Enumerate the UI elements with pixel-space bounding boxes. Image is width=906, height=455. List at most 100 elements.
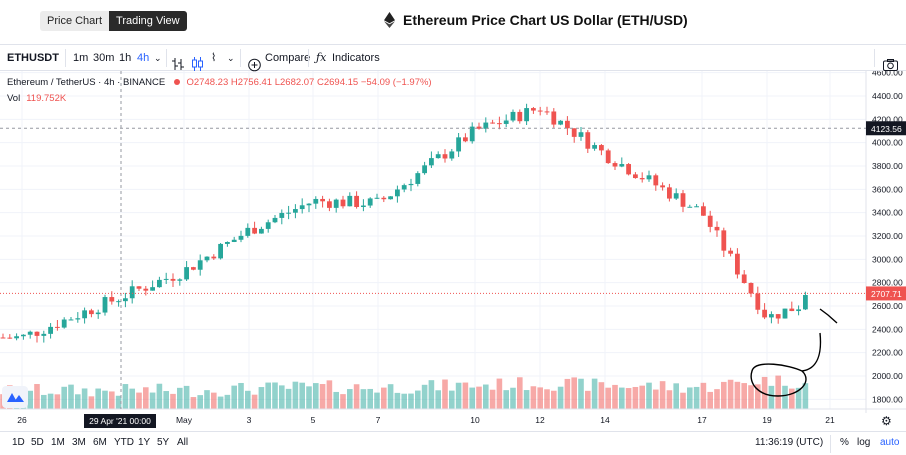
tradingview-logo-badge[interactable] bbox=[2, 386, 28, 408]
volume-bar bbox=[517, 377, 523, 409]
candle-body bbox=[354, 195, 359, 207]
candle-style-icon[interactable] bbox=[191, 51, 204, 77]
volume-bar bbox=[54, 394, 61, 409]
volume-bar bbox=[41, 394, 47, 409]
volume-bar bbox=[605, 387, 611, 409]
tab-trading-view[interactable]: Trading View bbox=[109, 11, 187, 31]
volume-bar bbox=[442, 379, 448, 409]
range-1m[interactable]: 1M bbox=[51, 437, 65, 448]
chart-mode-switch: Price Chart Trading View bbox=[40, 11, 187, 31]
volume-bar bbox=[204, 390, 210, 409]
volume-bar bbox=[700, 382, 707, 409]
price-tick-label: 2200.00 bbox=[872, 348, 903, 358]
candle-body bbox=[585, 132, 591, 149]
candle-body bbox=[163, 278, 169, 280]
auto-toggle[interactable]: auto bbox=[880, 437, 900, 448]
candle-body bbox=[612, 163, 618, 167]
volume-bar bbox=[190, 397, 197, 409]
volume-bar bbox=[421, 384, 428, 409]
range-1d[interactable]: 1D bbox=[12, 437, 25, 448]
range-1y[interactable]: 1Y bbox=[138, 437, 151, 448]
time-tick-label: 3 bbox=[247, 415, 252, 425]
volume-bar bbox=[143, 387, 149, 409]
price-chart[interactable]: 4600.00 4400.00 4200.00 4000.00 3800.00 3600.… bbox=[0, 68, 906, 431]
volume-bar bbox=[408, 393, 414, 409]
candle-body bbox=[340, 199, 346, 207]
candle-body bbox=[102, 297, 108, 313]
crosshair-time-label: 29 Apr '21 00:00 bbox=[89, 416, 151, 426]
time-tick-label: 7 bbox=[376, 415, 381, 425]
candle-body bbox=[34, 331, 40, 336]
tradingview-logo-icon bbox=[7, 393, 24, 402]
volume-bar bbox=[381, 387, 387, 409]
tab-price-chart[interactable]: Price Chart bbox=[40, 11, 110, 31]
volume-bar bbox=[115, 395, 122, 409]
area-style-icon[interactable]: ⌇ bbox=[211, 52, 217, 64]
compare-button[interactable]: Compare bbox=[265, 52, 311, 64]
page-header: Price Chart Trading View Ethereum Price … bbox=[0, 0, 906, 40]
volume-bar bbox=[462, 382, 469, 409]
symbol-search-button[interactable]: ETHUSDT bbox=[7, 52, 59, 64]
interval-4h[interactable]: 4h bbox=[137, 52, 150, 64]
range-5y[interactable]: 5Y bbox=[157, 437, 170, 448]
price-tick-label: 3200.00 bbox=[872, 231, 903, 241]
range-5d[interactable]: 5D bbox=[31, 437, 44, 448]
volume-bar bbox=[374, 392, 380, 409]
volume-bar bbox=[177, 387, 183, 409]
candle-body bbox=[279, 212, 285, 218]
candle-body bbox=[388, 196, 393, 200]
volume-bar bbox=[197, 395, 203, 409]
volume-bar bbox=[564, 378, 571, 409]
crosshair-time-label-bg bbox=[84, 414, 156, 428]
volume-bar bbox=[714, 389, 720, 409]
candle-body bbox=[667, 187, 672, 199]
bar-style-icon[interactable] bbox=[172, 51, 184, 77]
interval-1h[interactable]: 1h bbox=[119, 52, 132, 64]
range-6m[interactable]: 6M bbox=[93, 437, 107, 448]
range-all[interactable]: All bbox=[177, 437, 189, 448]
candle-body bbox=[687, 206, 693, 208]
chevron-down-icon[interactable]: ⌄ bbox=[154, 53, 162, 63]
volume-bar bbox=[265, 382, 271, 409]
candle-body bbox=[157, 279, 162, 288]
interval-30m[interactable]: 30m bbox=[93, 52, 115, 64]
volume-bar bbox=[360, 389, 367, 409]
volume-bar bbox=[687, 387, 693, 409]
utc-clock[interactable]: 11:36:19 (UTC) bbox=[755, 437, 824, 448]
interval-1m[interactable]: 1m bbox=[73, 52, 89, 64]
volume-bar bbox=[34, 384, 40, 409]
volume-bar bbox=[496, 378, 503, 409]
fx-icon[interactable]: ƒx bbox=[316, 51, 327, 64]
plus-circle-icon[interactable] bbox=[248, 52, 261, 78]
volume-bar bbox=[693, 386, 700, 409]
toolbar-divider bbox=[308, 49, 309, 67]
volume-bar bbox=[428, 380, 435, 409]
candle-body bbox=[0, 337, 6, 339]
chevron-down-icon[interactable]: ⌄ bbox=[227, 53, 235, 63]
price-tick-label: 3000.00 bbox=[872, 254, 903, 264]
time-tick-label: 26 bbox=[17, 415, 27, 425]
legend-close: C2694.15 bbox=[316, 77, 359, 88]
candle-body bbox=[490, 122, 495, 124]
candle-body bbox=[571, 128, 577, 137]
candle-body bbox=[259, 228, 264, 234]
candle-body bbox=[517, 111, 523, 122]
indicators-button[interactable]: Indicators bbox=[332, 52, 380, 64]
log-toggle[interactable]: log bbox=[857, 437, 871, 448]
range-3m[interactable]: 3M bbox=[72, 437, 86, 448]
volume-bar bbox=[673, 383, 679, 409]
volume-bar bbox=[510, 387, 516, 409]
volume-bar bbox=[102, 390, 108, 409]
percent-toggle[interactable]: % bbox=[840, 437, 849, 448]
candle-body bbox=[116, 301, 121, 303]
candle-body bbox=[660, 185, 665, 188]
candle-body bbox=[483, 122, 489, 129]
volume-bar bbox=[81, 388, 88, 409]
price-tick-label: 2600.00 bbox=[872, 301, 903, 311]
time-tick-label: 10 bbox=[470, 415, 480, 425]
chart-area[interactable]: 4600.00 4400.00 4200.00 4000.00 3800.00 3600.… bbox=[0, 68, 906, 431]
camera-icon[interactable] bbox=[883, 52, 898, 78]
range-ytd[interactable]: YTD bbox=[114, 437, 134, 448]
settings-gear-icon[interactable]: ⚙ bbox=[881, 414, 892, 428]
